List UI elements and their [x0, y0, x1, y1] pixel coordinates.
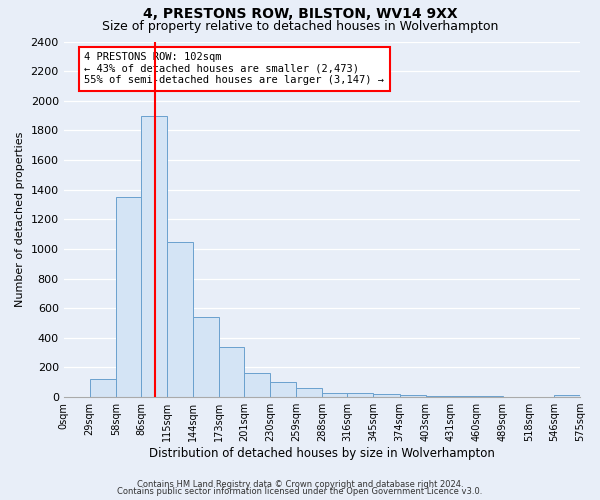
- Bar: [193, 317, 219, 397]
- Bar: [347, 394, 373, 397]
- X-axis label: Distribution of detached houses by size in Wolverhampton: Distribution of detached houses by size …: [149, 447, 495, 460]
- Bar: [141, 116, 167, 397]
- Bar: [425, 396, 451, 397]
- Bar: [167, 242, 193, 397]
- Bar: [270, 382, 296, 397]
- Bar: [554, 395, 580, 397]
- Bar: [296, 388, 322, 397]
- Bar: [90, 378, 116, 397]
- Text: Contains public sector information licensed under the Open Government Licence v3: Contains public sector information licen…: [118, 487, 482, 496]
- Text: 4 PRESTONS ROW: 102sqm
← 43% of detached houses are smaller (2,473)
55% of semi-: 4 PRESTONS ROW: 102sqm ← 43% of detached…: [85, 52, 385, 86]
- Bar: [244, 372, 270, 397]
- Bar: [451, 396, 477, 397]
- Bar: [116, 197, 141, 397]
- Text: Size of property relative to detached houses in Wolverhampton: Size of property relative to detached ho…: [102, 20, 498, 33]
- Bar: [400, 395, 425, 397]
- Bar: [373, 394, 400, 397]
- Bar: [219, 348, 244, 397]
- Text: Contains HM Land Registry data © Crown copyright and database right 2024.: Contains HM Land Registry data © Crown c…: [137, 480, 463, 489]
- Bar: [322, 392, 347, 397]
- Text: 4, PRESTONS ROW, BILSTON, WV14 9XX: 4, PRESTONS ROW, BILSTON, WV14 9XX: [143, 8, 457, 22]
- Bar: [477, 396, 503, 397]
- Y-axis label: Number of detached properties: Number of detached properties: [15, 132, 25, 307]
